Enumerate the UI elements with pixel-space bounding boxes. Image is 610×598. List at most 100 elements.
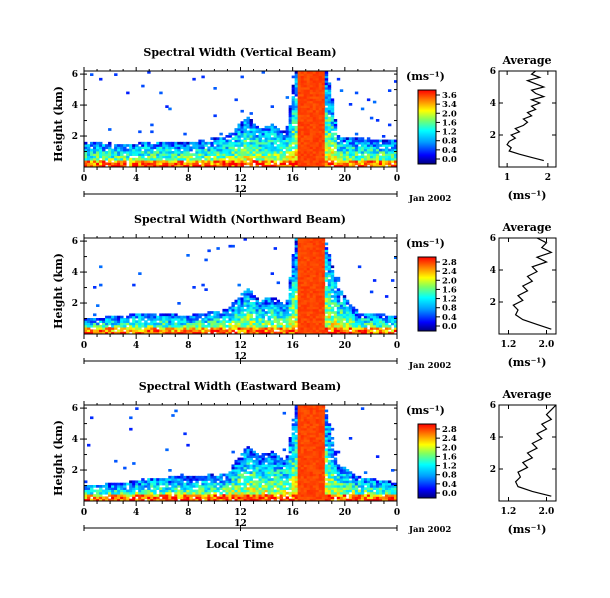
heatmap-cell (351, 137, 356, 140)
heatmap-cell (372, 148, 377, 152)
heatmap-cell (159, 329, 163, 333)
heatmap-cell (309, 453, 314, 456)
heatmap-cell (309, 421, 314, 424)
heatmap-cell (111, 322, 115, 326)
heatmap-cell (186, 327, 190, 330)
heatmap-cell (225, 153, 229, 156)
heatmap-cell (228, 146, 232, 150)
heatmap-cell (333, 155, 338, 159)
heatmap-cell (297, 407, 302, 410)
heatmap-cell (138, 482, 142, 486)
heatmap-cell (336, 487, 341, 490)
heatmap-cell (270, 153, 275, 156)
heatmap-cell (270, 164, 275, 168)
heatmap-cell (207, 141, 211, 145)
heatmap-cell (297, 87, 302, 90)
heatmap-cell (207, 160, 211, 163)
heatmap-cell (324, 327, 329, 330)
heatmap-cell (297, 96, 302, 99)
heatmap-cell (273, 128, 278, 131)
heatmap-cell (357, 489, 362, 493)
heatmap-cell (90, 141, 94, 145)
heatmap-cell (156, 487, 160, 490)
heatmap-cell (231, 485, 235, 488)
heatmap-cell (324, 471, 329, 474)
heatmap-cell (261, 320, 265, 323)
heatmap-cell (156, 478, 160, 481)
heatmap-cell (318, 427, 323, 431)
heatmap-cell (228, 329, 232, 333)
heatmap-cell (318, 279, 323, 282)
heatmap-cell (303, 450, 308, 454)
heatmap-cell (339, 315, 344, 319)
heatmap-cell (384, 162, 389, 166)
heatmap-cell (195, 329, 199, 333)
heatmap-cell (306, 103, 311, 106)
heatmap-cell (369, 160, 374, 163)
heatmap-cell (195, 489, 199, 493)
heatmap-cell (303, 471, 308, 474)
heatmap-cell (195, 313, 199, 317)
heatmap-cell (264, 135, 268, 138)
heatmap-cell (282, 324, 287, 328)
heatmap-cell (129, 491, 133, 495)
heatmap-cell (309, 475, 314, 479)
heatmap-cell (309, 494, 314, 497)
heatmap-cell (171, 485, 175, 488)
heatmap-cell (318, 318, 323, 321)
heatmap-cell (294, 251, 299, 255)
heatmap-cell (354, 478, 359, 481)
heatmap-cell (186, 487, 190, 490)
heatmap-cell (267, 331, 271, 335)
heatmap-cell (108, 315, 112, 319)
heatmap-cell (132, 146, 136, 150)
heatmap-cell (330, 455, 335, 458)
heatmap-cell (387, 320, 392, 323)
heatmap-cell (180, 498, 184, 502)
heatmap-cell (294, 494, 299, 497)
heatmap-cell (330, 318, 335, 321)
heatmap-cell (309, 260, 314, 264)
heatmap-cell (246, 320, 250, 323)
heatmap-cell (348, 160, 353, 163)
heatmap-cell (255, 329, 259, 333)
heatmap-cell (246, 450, 250, 454)
heatmap-cell (294, 272, 299, 275)
heatmap-cell (264, 146, 268, 150)
heatmap-cell (279, 157, 284, 161)
heatmap-cell (303, 242, 308, 246)
heatmap-cell (180, 327, 184, 330)
heatmap-cell (336, 308, 341, 312)
heatmap-cell (102, 489, 106, 493)
heatmap-cell (312, 299, 317, 303)
heatmap-cell (351, 494, 356, 497)
heatmap-cell (315, 411, 320, 415)
heatmap-cell (303, 274, 308, 278)
heatmap-cell (285, 315, 290, 319)
heatmap-cell (378, 162, 383, 166)
heatmap-cell (87, 151, 91, 154)
heatmap-cell (93, 141, 97, 145)
heatmap-cell (183, 153, 187, 156)
heatmap-cell (255, 480, 259, 484)
heatmap-cell (348, 496, 353, 500)
heatmap-cell (303, 485, 308, 488)
heatmap-cell (321, 286, 326, 289)
heatmap-cell (288, 286, 293, 289)
heatmap-cell (354, 311, 359, 314)
heatmap-cell (327, 272, 332, 275)
heatmap-cell (297, 244, 302, 248)
heatmap-cell (333, 331, 338, 335)
heatmap-cell (327, 155, 332, 159)
heatmap-cell (84, 329, 88, 333)
heatmap-cell (225, 146, 229, 150)
heatmap-cell (336, 322, 341, 326)
heatmap-cell (312, 119, 317, 122)
heatmap-cell (285, 459, 290, 463)
heatmap-cell (282, 135, 287, 138)
heatmap-cell (306, 71, 311, 74)
heatmap-cell (360, 491, 365, 495)
heatmap-cell (198, 146, 202, 150)
heatmap-cell (291, 100, 296, 104)
heatmap-cell (321, 299, 326, 303)
